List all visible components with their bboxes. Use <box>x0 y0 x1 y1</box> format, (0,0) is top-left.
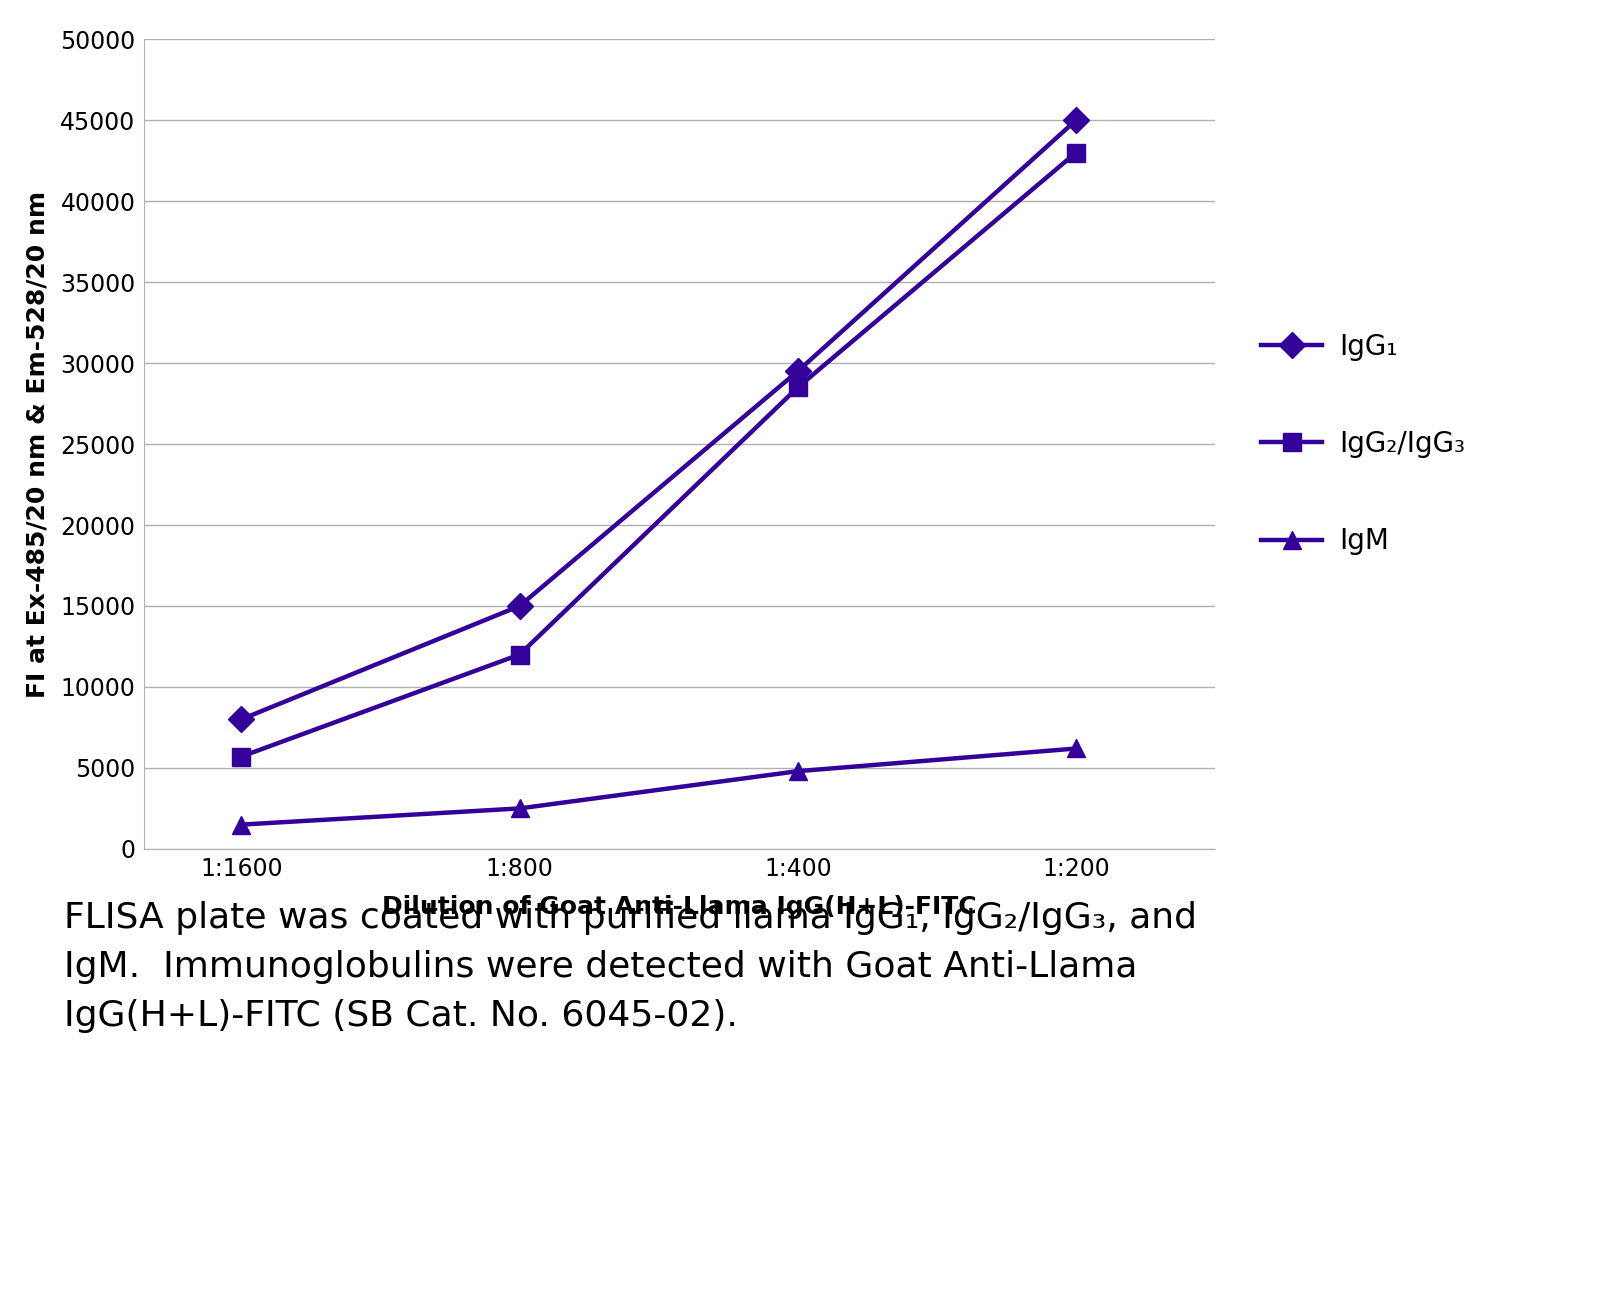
IgG₂/IgG₃ <box>1067 145 1086 161</box>
IgG₁ <box>510 598 529 614</box>
IgM <box>232 816 251 832</box>
IgG₂/IgG₃ <box>232 748 251 764</box>
IgG₁ <box>1067 112 1086 128</box>
IgG₂/IgG₃ <box>788 380 807 396</box>
Text: FLISA plate was coated with purified llama IgG₁, IgG₂/IgG₃, and
IgM.  Immunoglob: FLISA plate was coated with purified lla… <box>64 901 1198 1033</box>
Line: IgM: IgM <box>232 739 1086 833</box>
Y-axis label: FI at Ex-485/20 nm & Em-528/20 nm: FI at Ex-485/20 nm & Em-528/20 nm <box>26 191 50 697</box>
IgM <box>510 801 529 816</box>
Legend: IgG₁, IgG₂/IgG₃, IgM: IgG₁, IgG₂/IgG₃, IgM <box>1262 333 1465 555</box>
X-axis label: Dilution of Goat Anti-Llama IgG(H+L)-FITC: Dilution of Goat Anti-Llama IgG(H+L)-FIT… <box>382 895 977 919</box>
IgG₁ <box>232 712 251 727</box>
IgM <box>788 763 807 778</box>
Line: IgG₂/IgG₃: IgG₂/IgG₃ <box>232 144 1086 765</box>
IgG₂/IgG₃ <box>510 646 529 662</box>
Line: IgG₁: IgG₁ <box>232 111 1086 729</box>
IgM <box>1067 741 1086 756</box>
IgG₁ <box>788 363 807 379</box>
